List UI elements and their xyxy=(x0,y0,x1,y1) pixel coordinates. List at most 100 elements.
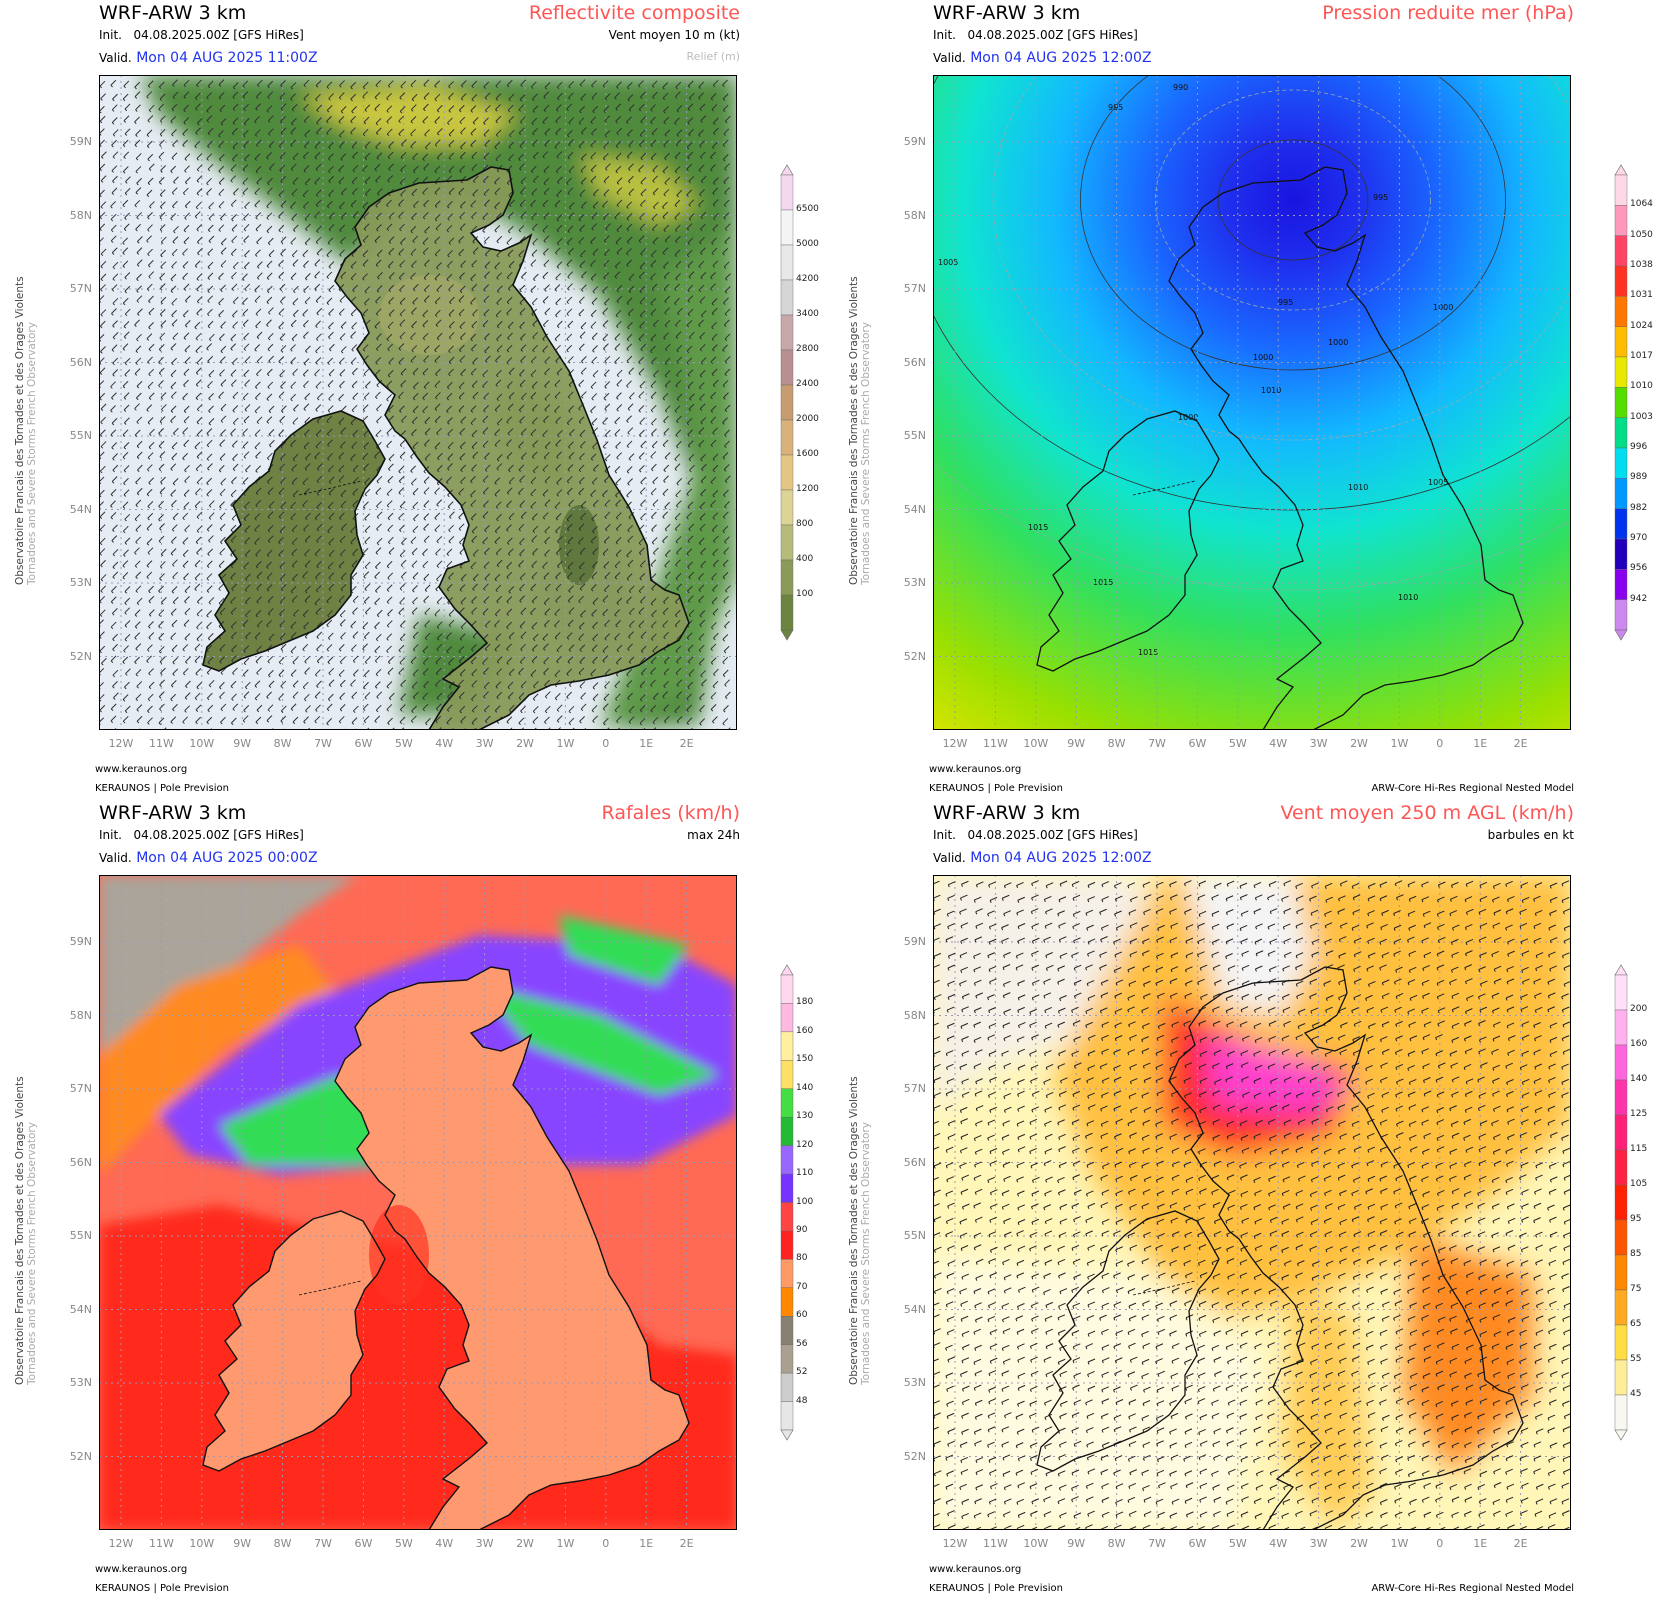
panel-subtitle: max 24h xyxy=(687,828,740,842)
panel-pressure: WRF-ARW 3 km Init. 04.08.2025.00Z [GFS H… xyxy=(834,0,1668,800)
isobar-label: 1010 xyxy=(1398,593,1418,602)
latitude-label: 55N xyxy=(903,1229,926,1242)
colorbar-svg xyxy=(1614,964,1628,1441)
map-frame xyxy=(99,875,737,1530)
latitude-label: 55N xyxy=(69,1229,92,1242)
colorbar-bottom-arrow xyxy=(780,629,794,641)
colorbar-top-arrow xyxy=(1614,164,1628,176)
colorbar-swatch xyxy=(780,384,794,421)
border-line xyxy=(1132,1280,1196,1296)
map-svg xyxy=(933,875,1571,1530)
longitude-label: 1E xyxy=(1473,737,1488,750)
longitude-label: 6W xyxy=(354,737,373,750)
colorbar-swatch xyxy=(780,1372,794,1402)
colorbar-swatch xyxy=(780,1060,794,1089)
colorbar-tick-label: 1017 xyxy=(1630,351,1653,361)
init-value: 04.08.2025.00Z [GFS HiRes] xyxy=(967,28,1138,42)
longitude-label: 3W xyxy=(1309,737,1328,750)
longitude-label: 8W xyxy=(273,1537,292,1550)
colorbar-tick-label: 160 xyxy=(1630,1039,1648,1049)
colorbar-swatch xyxy=(1614,417,1628,449)
colorbar-swatch xyxy=(1614,1324,1628,1361)
panel-wind-250m: WRF-ARW 3 km Init. 04.08.2025.00Z [GFS H… xyxy=(834,800,1668,1600)
footer-org: KERAUNOS | Pole Prevision xyxy=(929,783,1063,794)
longitude-label: 11W xyxy=(148,737,174,750)
longitude-label: 2W xyxy=(516,737,534,750)
map-area: 990 995 995 995 1000 1000 1000 1000 1005 1005 1010… xyxy=(933,75,1571,730)
colorbar-swatch xyxy=(780,1259,794,1289)
colorbar-swatch xyxy=(780,1116,794,1146)
longitude-label: 3W xyxy=(1309,1537,1328,1550)
longitude-label: 5W xyxy=(1228,1537,1247,1550)
latitude-label: 53N xyxy=(69,1376,92,1389)
longitude-label: 7W xyxy=(1148,1537,1166,1550)
colorbar-tick-label: 115 xyxy=(1630,1144,1648,1154)
colorbar-tick-label: 1003 xyxy=(1630,411,1653,422)
isobar-label: 1015 xyxy=(1138,648,1158,657)
colorbar-swatch xyxy=(1614,235,1628,267)
colorbar-tick-label: 400 xyxy=(796,554,814,564)
colorbar-tick-label: 130 xyxy=(796,1111,814,1122)
colorbar-swatch xyxy=(1614,538,1628,570)
longitude-label: 5W xyxy=(394,1537,413,1550)
valid-line: Valid. Mon 04 AUG 2025 12:00Z xyxy=(933,50,1152,66)
colorbar-swatch xyxy=(780,174,794,211)
colorbar-tick-label: 3400 xyxy=(796,309,819,319)
panel-title: Pression reduite mer (hPa) xyxy=(1322,2,1574,24)
colorbar-swatch xyxy=(780,314,794,351)
coastline-great-britain xyxy=(334,166,690,730)
colorbar-swatch xyxy=(1614,387,1628,418)
valid-label: Valid. xyxy=(99,851,132,865)
colorbar-top-arrow xyxy=(1614,964,1628,976)
colorbar-tick-label: 1600 xyxy=(796,449,819,459)
longitude-label: 12W xyxy=(108,737,134,750)
init-value: 04.08.2025.00Z [GFS HiRes] xyxy=(133,828,304,842)
colorbar-swatch xyxy=(1614,1009,1628,1046)
longitude-label: 9W xyxy=(1067,1537,1086,1550)
latitude-label: 56N xyxy=(903,355,926,369)
coastline-great-britain xyxy=(1168,966,1524,1530)
longitude-label: 6W xyxy=(1188,1537,1207,1550)
init-value: 04.08.2025.00Z [GFS HiRes] xyxy=(967,828,1138,842)
longitude-label: 1W xyxy=(1390,737,1409,750)
latitude-label: 59N xyxy=(903,135,926,148)
init-label: Init. xyxy=(99,828,122,842)
longitude-label: 1E xyxy=(639,1537,654,1550)
panel-subtitle: Vent moyen 10 m (kt) xyxy=(608,28,740,42)
latitude-label: 58N xyxy=(903,208,926,222)
map-frame xyxy=(99,75,737,730)
longitude-label: 1W xyxy=(1390,1537,1409,1550)
colorbar-tick-label: 125 xyxy=(1630,1109,1648,1119)
colorbar-tick-label: 150 xyxy=(796,1054,814,1065)
colorbar-tick-label: 4200 xyxy=(796,274,819,284)
footer-site: www.keraunos.org xyxy=(95,1564,188,1575)
colorbar-tick-label: 2400 xyxy=(796,379,819,389)
latitude-label: 55N xyxy=(69,429,92,442)
latitude-label: 53N xyxy=(903,576,926,589)
latitude-label: 57N xyxy=(69,1082,92,1095)
longitude-label: 2W xyxy=(516,1537,534,1550)
valid-label: Valid. xyxy=(933,851,966,865)
latitude-label: 57N xyxy=(69,282,92,295)
panel-reflectivity: WRF-ARW 3 km Init. 04.08.2025.00Z [GFS H… xyxy=(0,0,834,800)
side-credit: Observatoire Francais des Tornades et de… xyxy=(14,925,38,1385)
colorbar-tick-label: 1010 xyxy=(1630,381,1653,392)
colorbar-tick-label: 1064 xyxy=(1630,199,1653,210)
colorbar-tick-label: 942 xyxy=(1630,593,1648,604)
isobar-label: 1000 xyxy=(1328,338,1348,347)
colorbar-swatch xyxy=(780,489,794,526)
colorbar-tick-label: 110 xyxy=(796,1168,814,1179)
isobar-label: 1015 xyxy=(1028,523,1048,532)
longitude-label: 2E xyxy=(1513,737,1528,750)
colorbar-swatch xyxy=(780,454,794,491)
colorbar-tick-label: 6500 xyxy=(796,204,819,214)
colorbar-tick-label: 55 xyxy=(1630,1354,1642,1364)
longitude-label: 2E xyxy=(679,1537,694,1550)
colorbar-swatch xyxy=(780,1003,794,1033)
colorbar-swatch xyxy=(780,974,794,1004)
side-credit: Observatoire Francais des Tornades et de… xyxy=(14,125,38,585)
colorbar-tick-label: 956 xyxy=(1630,563,1648,574)
side-credit-en: Tornadoes and Severe Storms French Obser… xyxy=(860,1122,872,1385)
colorbar-tick-label: 65 xyxy=(1630,1319,1642,1329)
footer-site: www.keraunos.org xyxy=(929,764,1022,775)
